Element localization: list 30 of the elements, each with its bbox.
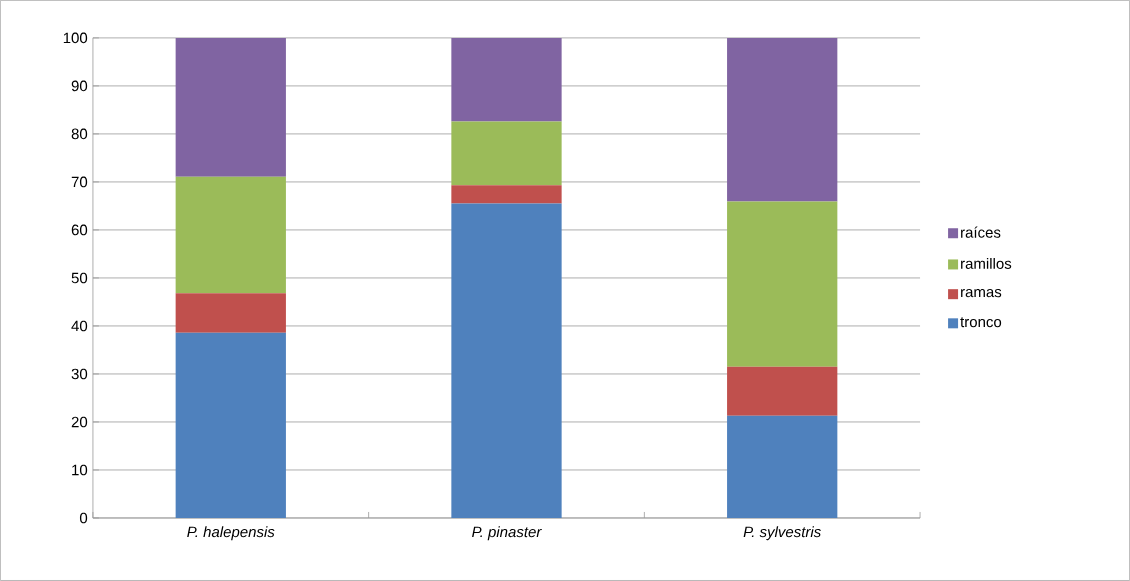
bar xyxy=(175,176,286,294)
y-tick-label: 70 xyxy=(71,176,88,188)
bar xyxy=(451,185,562,204)
bar xyxy=(175,37,286,177)
y-tick-label: 80 xyxy=(71,128,88,140)
bar xyxy=(727,366,838,416)
bar xyxy=(451,203,562,519)
legend-label: raíces xyxy=(961,226,1001,238)
bar xyxy=(175,332,286,519)
x-tick-label: P. halepensis xyxy=(187,526,275,541)
bar xyxy=(175,293,286,333)
x-tick-label: P. pinaster xyxy=(472,526,542,541)
bar xyxy=(727,37,838,202)
legend-label: tronco xyxy=(960,317,1002,328)
bar xyxy=(451,121,562,186)
legend-label: ramillos xyxy=(961,257,1012,269)
y-tick-label: 10 xyxy=(72,464,88,476)
y-tick-label: 0 xyxy=(79,512,88,524)
y-tick-label: 90 xyxy=(71,80,88,92)
y-tick-label: 20 xyxy=(71,416,88,428)
y-tick-label: 60 xyxy=(71,224,88,236)
bar xyxy=(727,415,838,519)
y-tick-label: 30 xyxy=(71,368,88,380)
y-tick-label: 50 xyxy=(71,272,88,284)
legend-label: ramas xyxy=(961,289,1002,298)
bar xyxy=(727,201,838,367)
x-tick-label: P. sylvestris xyxy=(743,526,821,541)
y-tick-label: 100 xyxy=(63,32,88,44)
bar xyxy=(451,37,562,122)
y-tick-label: 40 xyxy=(71,320,88,332)
